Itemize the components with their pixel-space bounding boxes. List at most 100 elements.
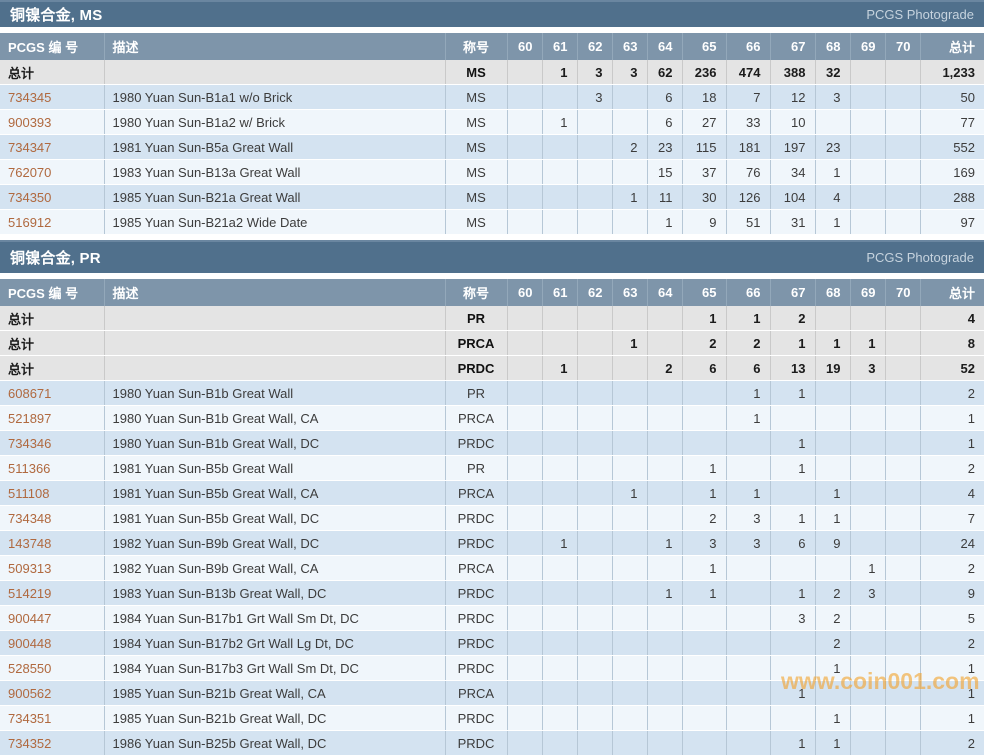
grade-67-cell: 6 [769, 530, 815, 556]
grade-60-cell [506, 84, 542, 110]
pcgs-number-cell: 143748 [0, 530, 104, 556]
description-cell: 1983 Yuan Sun-B13b Great Wall, DC [103, 580, 445, 606]
photograde-label: PCGS Photograde [866, 7, 974, 22]
grade-65-cell: 1 [681, 555, 726, 581]
designation-cell: PRDC [444, 730, 507, 756]
column-header-grade-68: 68 [814, 279, 850, 306]
grade-62-cell [576, 430, 612, 456]
grade-61-cell [541, 680, 577, 706]
grade-69-cell [849, 455, 885, 481]
grade-64-cell [646, 330, 682, 356]
grade-70-cell [884, 306, 920, 331]
pcgs-number-link[interactable]: 509313 [8, 560, 52, 576]
grade-62-cell [576, 159, 612, 185]
grade-67-cell: 3 [769, 605, 815, 631]
pcgs-number-link[interactable]: 734351 [8, 710, 52, 726]
grade-70-cell [884, 580, 920, 606]
grade-65-cell: 1 [681, 306, 726, 331]
grade-60-cell [506, 109, 542, 135]
grade-66-cell: 76 [725, 159, 770, 185]
designation-cell: PRCA [444, 680, 507, 706]
grade-69-cell [849, 605, 885, 631]
section-header-bar: 铜镍合金, PR PCGS Photograde [0, 240, 984, 273]
pcgs-number-link[interactable]: 528550 [8, 660, 52, 676]
total-cell: 2 [919, 630, 984, 656]
designation-cell: PRDC [444, 705, 507, 731]
pcgs-number-link[interactable]: 143748 [8, 535, 52, 551]
pcgs-number-link[interactable]: 734352 [8, 735, 52, 751]
grade-64-cell: 11 [646, 184, 682, 210]
table-row: 608671 1980 Yuan Sun-B1b Great Wall PR 1 1 2 [0, 380, 984, 406]
photograde-label: PCGS Photograde [866, 250, 974, 265]
grade-62-cell [576, 134, 612, 160]
grade-63-cell [611, 209, 647, 235]
grade-61-cell [541, 605, 577, 631]
pcgs-number-link[interactable]: 900447 [8, 610, 52, 626]
description-cell: 1980 Yuan Sun-B1a2 w/ Brick [103, 109, 445, 135]
column-header-grade-67: 67 [769, 33, 815, 60]
grade-65-cell [681, 680, 726, 706]
pcgs-number-link[interactable]: 516912 [8, 214, 52, 230]
description-cell [103, 306, 445, 331]
grade-70-cell [884, 430, 920, 456]
pcgs-number-link[interactable]: 521897 [8, 410, 52, 426]
pcgs-number-cell: 734348 [0, 505, 104, 531]
grade-63-cell [611, 555, 647, 581]
grade-66-cell: 1 [725, 306, 770, 331]
grade-69-cell [849, 109, 885, 135]
table-row: 762070 1983 Yuan Sun-B13a Great Wall MS 15 3… [0, 159, 984, 185]
description-cell: 1980 Yuan Sun-B1b Great Wall, CA [103, 405, 445, 431]
grade-64-cell [646, 655, 682, 681]
grade-64-cell [646, 430, 682, 456]
pcgs-number-link[interactable]: 608671 [8, 385, 52, 401]
grade-67-cell: 1 [769, 330, 815, 356]
pcgs-number-link[interactable]: 734347 [8, 139, 52, 155]
grade-70-cell [884, 184, 920, 210]
pcgs-number-cell: 511366 [0, 455, 104, 481]
grade-65-cell [681, 380, 726, 406]
grade-66-cell [725, 655, 770, 681]
pcgs-number-link[interactable]: 734350 [8, 189, 52, 205]
pcgs-number-link[interactable]: 900448 [8, 635, 52, 651]
column-header-grade-70: 70 [884, 33, 920, 60]
grade-63-cell [611, 705, 647, 731]
pcgs-number-link[interactable]: 734345 [8, 89, 52, 105]
grade-60-cell [506, 134, 542, 160]
grade-67-cell [769, 655, 815, 681]
column-header-total: 总计 [919, 279, 984, 306]
pcgs-number-link[interactable]: 511366 [8, 460, 51, 476]
description-cell [103, 330, 445, 356]
grade-64-cell: 15 [646, 159, 682, 185]
grade-62-cell [576, 380, 612, 406]
grade-63-cell [611, 306, 647, 331]
grade-63-cell [611, 159, 647, 185]
grade-64-cell [646, 630, 682, 656]
pcgs-number-link[interactable]: 900562 [8, 685, 52, 701]
pcgs-number-link[interactable]: 734346 [8, 435, 52, 451]
grade-69-cell [849, 680, 885, 706]
grade-63-cell [611, 430, 647, 456]
pcgs-number-link[interactable]: 514219 [8, 585, 52, 601]
grade-70-cell [884, 605, 920, 631]
grade-69-cell [849, 480, 885, 506]
total-cell: 1 [919, 705, 984, 731]
designation-cell: PRDC [444, 580, 507, 606]
pcgs-number-link[interactable]: 511108 [8, 485, 50, 501]
pcgs-number-cell: 总计 [0, 60, 104, 85]
grade-68-cell: 1 [814, 159, 850, 185]
grade-66-cell: 1 [725, 380, 770, 406]
grade-61-cell [541, 480, 577, 506]
total-cell: 1 [919, 405, 984, 431]
grade-64-cell [646, 455, 682, 481]
grade-65-cell: 2 [681, 505, 726, 531]
pcgs-number-link[interactable]: 900393 [8, 114, 52, 130]
pcgs-number-link[interactable]: 734348 [8, 510, 52, 526]
grade-61-cell [541, 555, 577, 581]
grade-61-cell [541, 84, 577, 110]
grade-69-cell [849, 705, 885, 731]
grade-60-cell [506, 60, 542, 85]
grade-65-cell: 37 [681, 159, 726, 185]
grade-67-cell: 12 [769, 84, 815, 110]
pcgs-number-link[interactable]: 762070 [8, 164, 52, 180]
grade-67-cell: 197 [769, 134, 815, 160]
